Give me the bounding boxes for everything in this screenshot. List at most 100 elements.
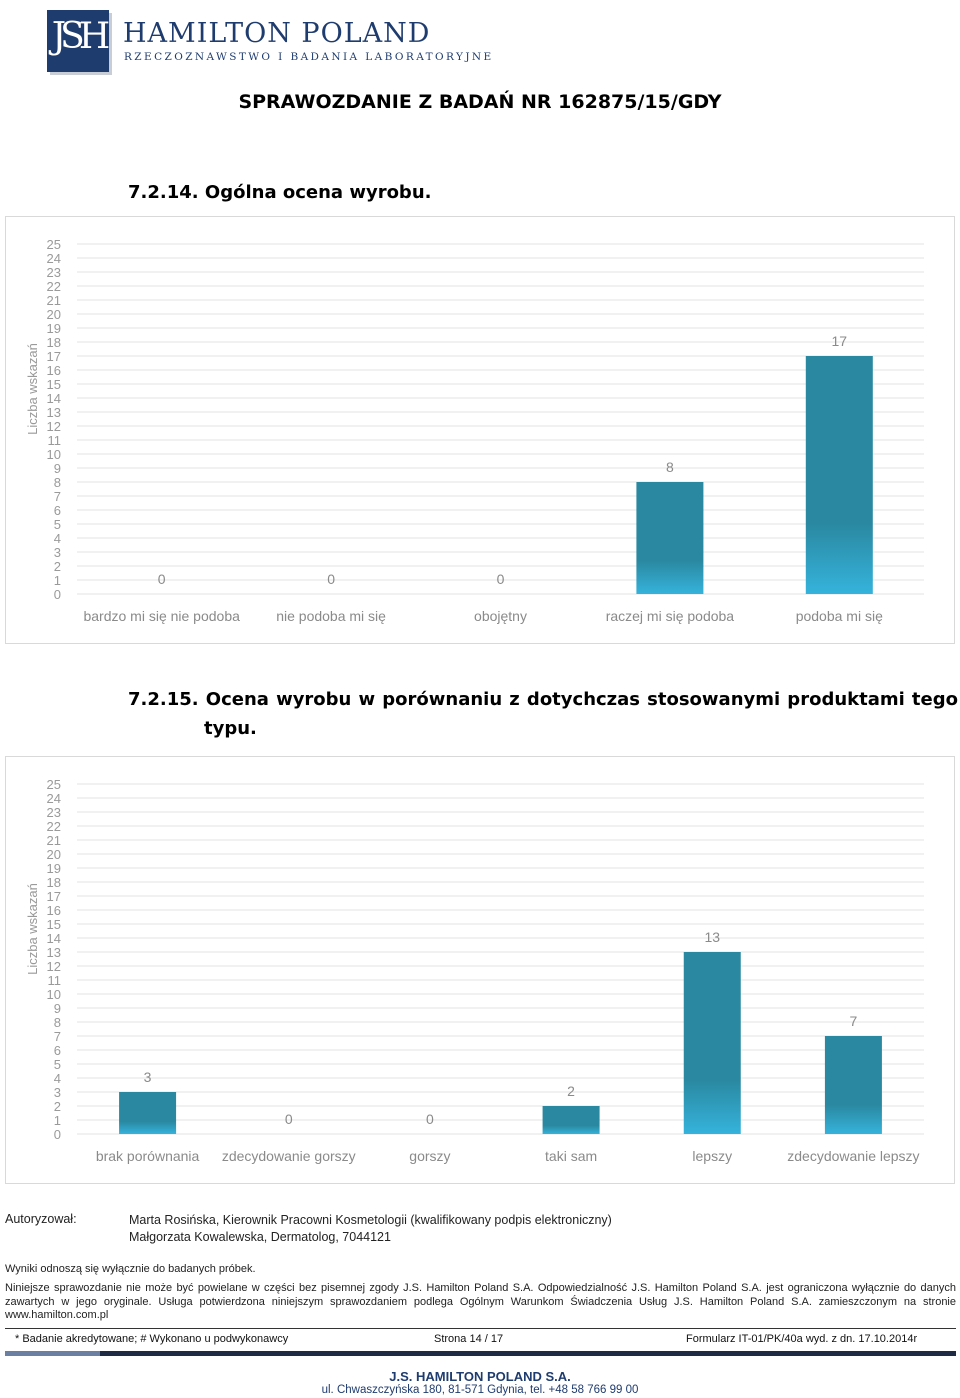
y-tick-label: 11 [48, 433, 62, 448]
section-title-line1: 7.2.15. Ocena wyrobu w porównaniu z doty… [128, 689, 958, 710]
y-tick-label: 11 [48, 973, 62, 988]
y-tick-label: 12 [47, 419, 61, 434]
data-label: 0 [497, 571, 505, 587]
logo-monogram: JSH [51, 16, 111, 57]
chart-general-rating-svg: 0123456789101112131415161718192021222324… [25, 237, 924, 624]
authorizer-2: Małgorzata Kowalewska, Dermatolog, 70441… [129, 1230, 391, 1244]
bar [636, 482, 704, 594]
x-category-label: bardzo mi się nie podoba [83, 608, 240, 624]
bar [119, 1092, 177, 1134]
page-number: Strona 14 / 17 [434, 1333, 504, 1345]
y-tick-label: 4 [54, 1071, 61, 1086]
y-tick-label: 10 [47, 987, 61, 1002]
y-tick-label: 5 [54, 517, 61, 532]
x-category-label: zdecydowanie lepszy [787, 1148, 919, 1164]
logo-tagline: RZECZOZNAWSTWO I BADANIA LABORATORYJNE [124, 51, 494, 63]
y-tick-label: 17 [47, 349, 61, 364]
y-tick-label: 21 [47, 293, 61, 308]
y-tick-label: 14 [47, 391, 61, 406]
y-tick-label: 1 [54, 573, 61, 588]
y-tick-label: 20 [47, 847, 61, 862]
y-tick-label: 5 [54, 1057, 61, 1072]
authorizer-1: Marta Rosińska, Kierownik Pracowni Kosme… [129, 1213, 612, 1227]
bar [824, 1036, 882, 1134]
y-tick-label: 22 [47, 819, 61, 834]
data-label: 0 [327, 571, 335, 587]
y-tick-label: 23 [47, 805, 61, 820]
x-category-label: nie podoba mi się [276, 608, 386, 624]
y-tick-label: 17 [47, 889, 61, 904]
data-label: 0 [285, 1111, 293, 1127]
y-tick-label: 0 [54, 587, 61, 602]
x-category-label: podoba mi się [796, 608, 883, 624]
section-heading-7-2-14: 7.2.14. Ogólna ocena wyrobu. [128, 182, 431, 203]
company-logo-mark: JSH [47, 10, 111, 72]
bar [542, 1106, 600, 1134]
x-category-label: gorszy [409, 1148, 450, 1164]
y-tick-label: 9 [54, 461, 61, 476]
form-label: Formularz IT-01/PK/40a wyd. z dn. 17.10.… [686, 1333, 918, 1345]
section-number: 7.2.14. [128, 182, 199, 203]
y-tick-label: 24 [47, 791, 61, 806]
data-label: 0 [426, 1111, 434, 1127]
section-title: Ocena wyrobu w porównaniu z dotychczas s… [205, 689, 958, 710]
footer-bar-accent [5, 1351, 100, 1356]
y-tick-label: 14 [47, 931, 61, 946]
y-tick-label: 13 [47, 945, 61, 960]
x-category-label: lepszy [692, 1148, 732, 1164]
section-title: Ogólna ocena wyrobu. [204, 182, 432, 203]
y-tick-label: 10 [47, 447, 61, 462]
y-tick-label: 16 [47, 903, 61, 918]
section-number: 7.2.15. [128, 689, 199, 710]
y-tick-label: 2 [54, 1099, 61, 1114]
footer-bar-main [100, 1351, 956, 1356]
footer-address: ul. Chwaszczyńska 180, 81-571 Gdynia, te… [321, 1384, 639, 1396]
y-tick-label: 22 [47, 279, 61, 294]
x-category-label: taki sam [545, 1148, 597, 1164]
y-tick-label: 19 [47, 321, 61, 336]
y-tick-label: 16 [47, 363, 61, 378]
chart-general-rating: 0 1 2 3 4 5 6 7 8 9 10 11 12 13 14 15 16 17 18 19 20 21 22 23 24… [5, 216, 955, 644]
y-tick-label: 12 [47, 959, 61, 974]
y-tick-label: 3 [54, 1085, 61, 1100]
results-note: Wyniki odnoszą się wyłącznie do badanych… [5, 1263, 256, 1275]
authorized-by-label: Autoryzował: [5, 1212, 77, 1226]
data-label: 2 [567, 1083, 575, 1099]
y-tick-label: 2 [54, 559, 61, 574]
chart-comparison-rating: 0 1 2 3 4 5 6 7 8 9 10 11 12 13 14 15 16 17 18 19 20 21 22 23 24… [5, 756, 955, 1184]
y-tick-label: 4 [54, 531, 61, 546]
y-tick-label: 6 [54, 503, 61, 518]
y-tick-label: 24 [47, 251, 61, 266]
authorized-by-names: Marta Rosińska, Kierownik Pracowni Kosme… [129, 1212, 612, 1246]
y-tick-label: 7 [54, 489, 61, 504]
data-label: 7 [850, 1013, 858, 1029]
y-tick-label: 8 [54, 1015, 61, 1030]
y-tick-label: 15 [47, 917, 61, 932]
y-tick-label: 19 [47, 861, 61, 876]
y-tick-label: 21 [47, 833, 61, 848]
logo-company-name: HAMILTON POLAND [123, 18, 431, 49]
y-tick-label: 25 [47, 777, 61, 792]
y-tick-label: 18 [47, 335, 61, 350]
x-category-label: brak porównania [96, 1148, 200, 1164]
chart-comparison-rating-svg: 0123456789101112131415161718192021222324… [25, 777, 924, 1164]
footer-divider [5, 1328, 956, 1329]
bar [683, 952, 741, 1134]
y-tick-label: 3 [54, 545, 61, 560]
footer-company-name: J.S. HAMILTON POLAND S.A. [389, 1369, 571, 1384]
legal-disclaimer: Niniejsze sprawozdanie nie może być powi… [5, 1282, 956, 1321]
y-tick-label: 6 [54, 1043, 61, 1058]
section-heading-7-2-15: 7.2.15. Ocena wyrobu w porównaniu z doty… [128, 689, 958, 739]
y-tick-label: 8 [54, 475, 61, 490]
y-tick-label: 1 [54, 1113, 61, 1128]
y-tick-label: 23 [47, 265, 61, 280]
y-tick-label: 0 [54, 1127, 61, 1142]
y-axis-label: Liczba wskazań [25, 343, 40, 435]
x-category-label: obojętny [474, 608, 527, 624]
x-category-label: raczej mi się podoba [606, 608, 735, 624]
y-tick-label: 20 [47, 307, 61, 322]
y-axis-label: Liczba wskazań [25, 883, 40, 975]
data-label: 17 [832, 333, 848, 349]
section-title-line2: typu. [204, 718, 257, 739]
y-tick-label: 18 [47, 875, 61, 890]
